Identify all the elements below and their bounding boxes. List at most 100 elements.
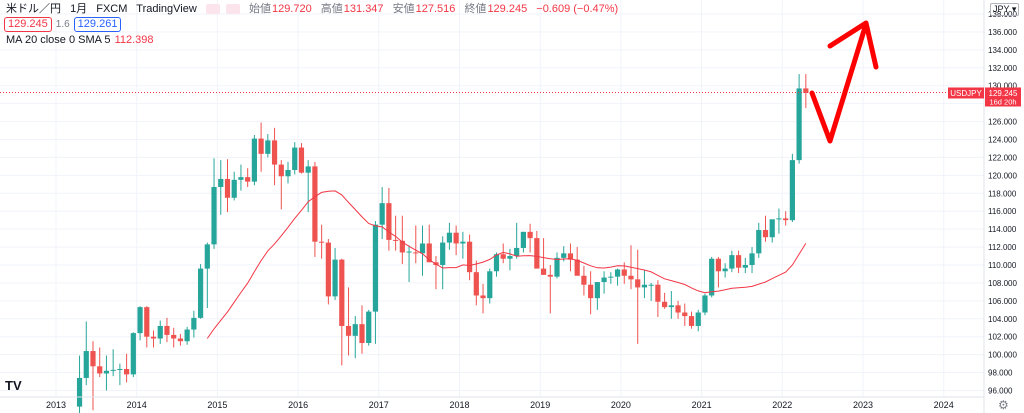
- candle-body: [756, 230, 762, 254]
- candle: [641, 270, 648, 299]
- candle-body: [218, 178, 224, 188]
- candle: [298, 143, 305, 174]
- candle: [251, 135, 257, 186]
- candle: [487, 268, 493, 304]
- candle: [110, 349, 116, 377]
- time-axis[interactable]: 2013 2014 2015 2016 2017 2018 2019 2020 2021 2022…: [46, 400, 954, 410]
- candle-body: [292, 147, 298, 170]
- candle-body: [372, 224, 379, 312]
- candle: [473, 260, 479, 306]
- candle: [218, 160, 224, 215]
- candle-body: [695, 312, 701, 326]
- x-tick-label: 2017: [369, 400, 389, 410]
- candle: [339, 258, 345, 366]
- candle: [359, 305, 365, 354]
- candle: [238, 164, 244, 191]
- candle: [231, 171, 237, 201]
- candle-body: [319, 241, 325, 243]
- compare-icon[interactable]: [225, 4, 240, 15]
- indicator-value: 112.398: [114, 34, 154, 46]
- tradingview-logo-icon[interactable]: TV: [5, 378, 22, 393]
- candle-body: [601, 277, 607, 283]
- candle-body: [675, 305, 681, 313]
- candle-body: [117, 368, 123, 370]
- candle-body: [648, 284, 654, 286]
- candle: [90, 341, 96, 411]
- gear-icon[interactable]: ⚙: [998, 398, 1009, 412]
- candle-body: [588, 284, 594, 299]
- x-tick-label: 2016: [288, 400, 308, 410]
- sell-button[interactable]: 129.245: [4, 17, 52, 32]
- candle-body: [702, 295, 708, 313]
- candle-body: [413, 252, 419, 254]
- candle-body: [305, 166, 311, 173]
- candle-body: [581, 275, 587, 285]
- price-tag-value: 129.245: [989, 89, 1018, 98]
- candle: [278, 160, 284, 210]
- candle-body: [285, 169, 291, 177]
- candle: [305, 160, 311, 213]
- candle: [224, 159, 231, 213]
- indicator-legend[interactable]: MA 20 close 0 SMA 5 112.398: [6, 34, 154, 46]
- candle-body: [628, 275, 634, 280]
- candle: [393, 215, 399, 251]
- candle-body: [682, 312, 688, 317]
- candle: [769, 219, 775, 243]
- candle-body: [211, 187, 217, 245]
- candle: [440, 236, 446, 290]
- candle-body: [460, 241, 466, 244]
- chart-mode-icon[interactable]: [205, 4, 220, 15]
- candle-body: [97, 366, 103, 374]
- candle: [554, 252, 560, 279]
- price-axis[interactable]: 96.000 98.000 100.000 102.000 104.000 106.000…: [988, 10, 1017, 396]
- candle: [594, 282, 600, 310]
- x-tick-label: 2021: [692, 400, 712, 410]
- candle: [446, 222, 453, 250]
- candle: [352, 316, 358, 359]
- candle-body: [265, 140, 271, 154]
- candle-body: [393, 239, 399, 241]
- y-tick-label: 106.000: [988, 297, 1017, 306]
- candle-body: [547, 274, 553, 277]
- candle: [601, 271, 607, 294]
- low-label: 安値: [392, 3, 415, 15]
- symbol-tag: USDJPY: [950, 89, 982, 98]
- candle-body: [359, 324, 365, 343]
- buy-button[interactable]: 129.261: [73, 17, 122, 32]
- candle-body: [608, 276, 614, 278]
- candle: [547, 265, 553, 314]
- candle-body: [124, 368, 130, 375]
- candle-body: [796, 88, 802, 161]
- candle-body: [783, 218, 789, 221]
- candle: [648, 282, 654, 301]
- currency-button[interactable]: JPY ▾: [990, 3, 1020, 16]
- candle: [493, 252, 500, 277]
- candle-body: [325, 242, 331, 297]
- symbol-name[interactable]: 米ドル／円: [6, 3, 61, 15]
- candle-body: [574, 259, 580, 276]
- candle: [675, 300, 681, 319]
- candle-body: [144, 307, 150, 337]
- candle: [668, 290, 674, 319]
- candle-body: [668, 305, 674, 308]
- candle-body: [762, 230, 769, 238]
- currency-label: JPY: [993, 4, 1010, 14]
- interval-label[interactable]: 1月: [70, 3, 88, 15]
- candle: [191, 310, 197, 338]
- y-tick-label: 110.000: [988, 261, 1017, 270]
- low-value: 127.516: [415, 3, 456, 15]
- candle: [345, 287, 352, 356]
- candle: [130, 332, 136, 378]
- candle: [581, 265, 587, 296]
- candle-body: [191, 317, 197, 330]
- candle: [534, 230, 540, 269]
- arrow-shaft: [809, 21, 869, 144]
- x-tick-label: 2020: [611, 400, 631, 410]
- candle-body: [446, 232, 453, 243]
- candle-body: [352, 324, 358, 336]
- candle: [514, 222, 520, 259]
- close-value: 129.245: [487, 3, 528, 15]
- candle-body: [339, 259, 345, 326]
- candle-body: [137, 307, 143, 334]
